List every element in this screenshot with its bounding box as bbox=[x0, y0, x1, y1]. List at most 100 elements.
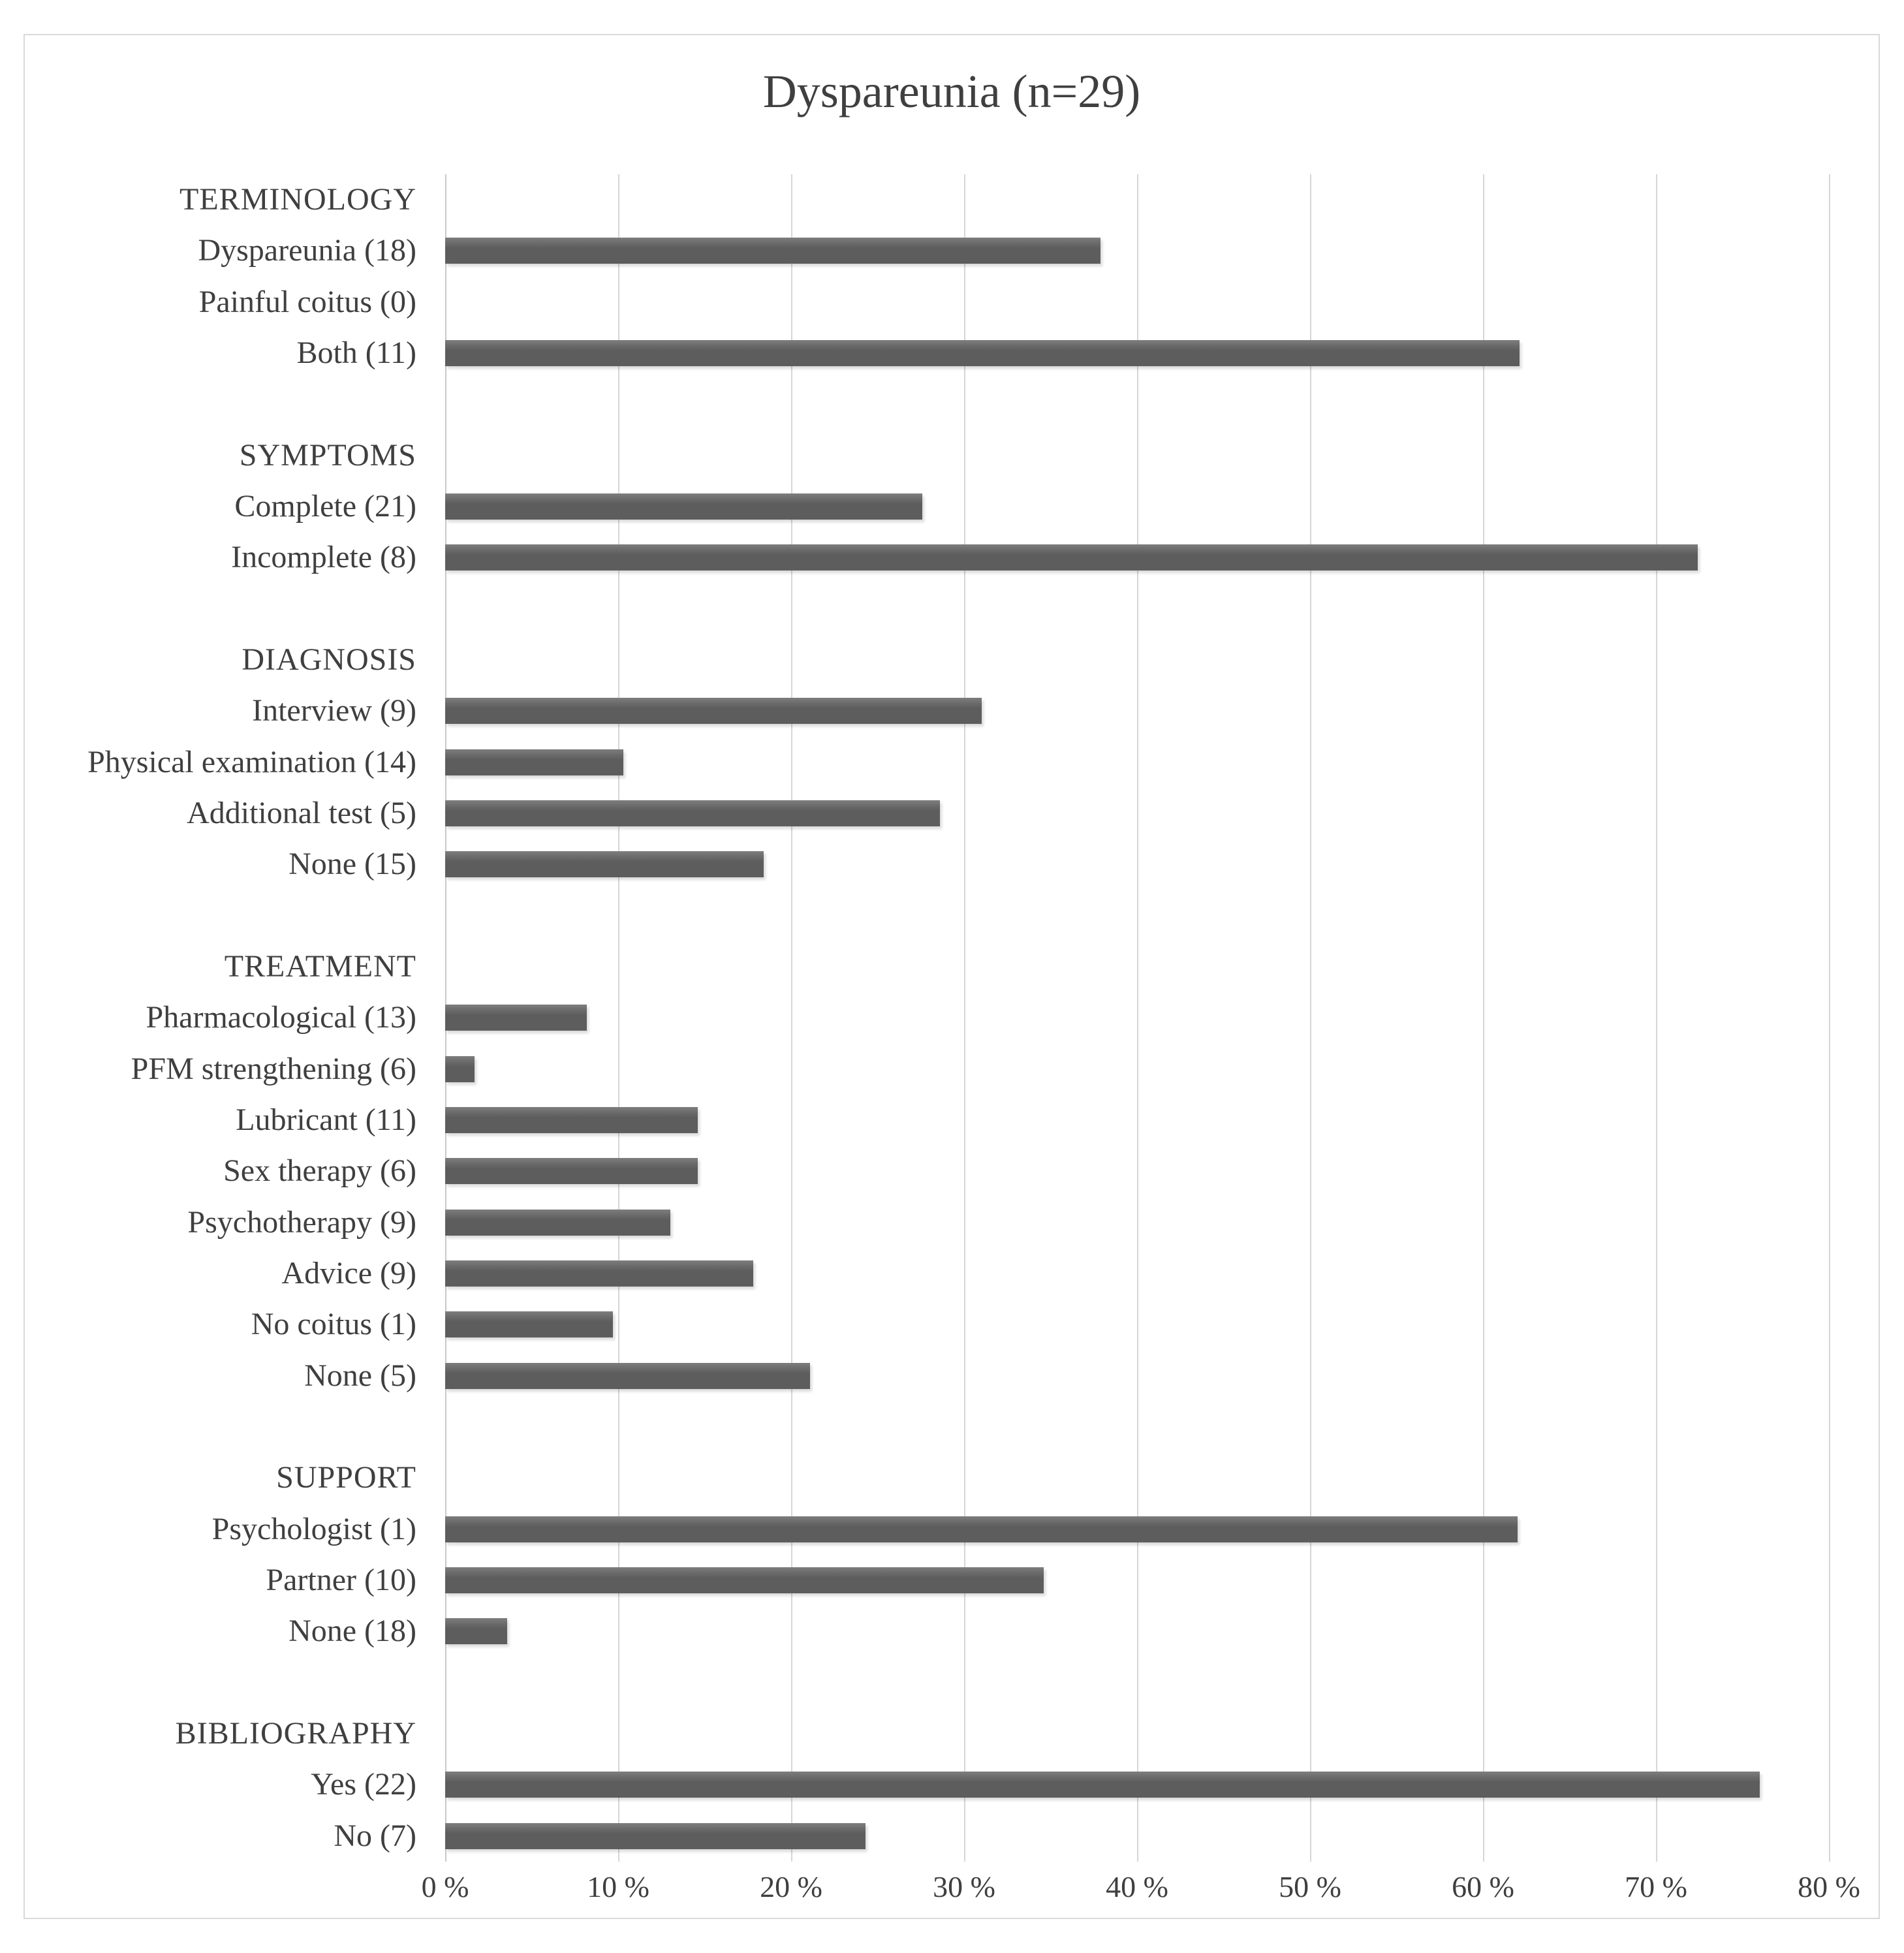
bar bbox=[445, 800, 940, 827]
gridline bbox=[1829, 174, 1830, 1862]
bar-track bbox=[445, 890, 1829, 941]
category-label: Additional test (5) bbox=[187, 796, 416, 831]
bar bbox=[445, 1158, 698, 1185]
category-row: Physical examination (14) bbox=[25, 737, 1829, 788]
category-row: No coitus (1) bbox=[25, 1299, 1829, 1350]
category-label: Incomplete (8) bbox=[231, 540, 416, 575]
category-label: Physical examination (14) bbox=[87, 744, 416, 779]
section-row: SUPPORT bbox=[25, 1452, 1829, 1503]
bar bbox=[445, 544, 1698, 571]
bar bbox=[445, 1516, 1518, 1542]
spacer-row bbox=[25, 890, 1829, 941]
category-label: Painful coitus (0) bbox=[198, 284, 416, 319]
category-row: None (15) bbox=[25, 839, 1829, 890]
category-row: Yes (22) bbox=[25, 1759, 1829, 1810]
gridline bbox=[791, 174, 792, 1862]
category-row: Lubricant (11) bbox=[25, 1095, 1829, 1146]
category-label: None (15) bbox=[289, 847, 416, 882]
category-label: Complete (21) bbox=[234, 489, 416, 524]
bar bbox=[445, 851, 764, 878]
bar-track bbox=[445, 379, 1829, 430]
category-label: No (7) bbox=[334, 1818, 416, 1853]
axis-tick-label: 60 % bbox=[1452, 1870, 1514, 1903]
spacer-row bbox=[25, 584, 1829, 634]
bar bbox=[445, 1055, 475, 1082]
category-label: Yes (22) bbox=[311, 1767, 416, 1802]
category-label: Advice (9) bbox=[281, 1256, 416, 1291]
bar-track bbox=[445, 481, 1829, 532]
spacer-row bbox=[25, 379, 1829, 430]
bar bbox=[445, 1772, 1760, 1798]
section-row: SYMPTOMS bbox=[25, 430, 1829, 481]
bar-track bbox=[445, 839, 1829, 890]
category-label: PFM strengthening (6) bbox=[131, 1051, 416, 1086]
category-rows: TERMINOLOGY Dyspareunia (18) Painful coitu… bbox=[25, 174, 1829, 1862]
chart-title: Dyspareunia (n=29) bbox=[762, 65, 1141, 117]
bar bbox=[445, 1362, 811, 1389]
bar-track bbox=[445, 1095, 1829, 1146]
section-row: DIAGNOSIS bbox=[25, 634, 1829, 685]
bar-track bbox=[445, 430, 1829, 481]
bar-track bbox=[445, 1452, 1829, 1503]
category-row: Painful coitus (0) bbox=[25, 277, 1829, 328]
bar-track bbox=[445, 1401, 1829, 1452]
bar bbox=[445, 1209, 670, 1236]
gridline bbox=[1656, 174, 1657, 1862]
bar-track bbox=[445, 1708, 1829, 1759]
bar-track bbox=[445, 1606, 1829, 1657]
category-label: Psychologist (1) bbox=[211, 1511, 416, 1546]
bar bbox=[445, 749, 623, 775]
bar bbox=[445, 238, 1101, 264]
category-label: None (18) bbox=[289, 1614, 416, 1649]
spacer-row bbox=[25, 1401, 1829, 1452]
section-row: TREATMENT bbox=[25, 941, 1829, 992]
bar-track bbox=[445, 1299, 1829, 1350]
category-row: Sex therapy (6) bbox=[25, 1146, 1829, 1196]
category-label: Pharmacological (13) bbox=[146, 1000, 416, 1035]
bar bbox=[445, 1005, 587, 1031]
bar-track bbox=[445, 584, 1829, 634]
axis-tick-label: 40 % bbox=[1106, 1870, 1168, 1903]
axis-tick-label: 20 % bbox=[760, 1870, 822, 1903]
category-label: Lubricant (11) bbox=[236, 1102, 416, 1138]
axis-tick-label: 0 % bbox=[421, 1870, 469, 1903]
gridline bbox=[1310, 174, 1311, 1862]
category-label: Interview (9) bbox=[252, 693, 416, 728]
category-row: None (5) bbox=[25, 1351, 1829, 1401]
bar bbox=[445, 1260, 753, 1287]
chart-frame: Dyspareunia (n=29) TERMINOLOGY Dyspareuni… bbox=[23, 34, 1880, 1919]
category-label: Dyspareunia (18) bbox=[198, 233, 416, 268]
bar-track bbox=[445, 328, 1829, 379]
category-label: Psychotherapy (9) bbox=[187, 1204, 416, 1240]
section-header: DIAGNOSIS bbox=[242, 642, 416, 678]
bar bbox=[445, 1822, 866, 1849]
bar-track bbox=[445, 992, 1829, 1043]
axis-tick-label: 10 % bbox=[587, 1870, 649, 1903]
bar-track bbox=[445, 1759, 1829, 1810]
bar-track bbox=[445, 174, 1829, 225]
category-row: Psychologist (1) bbox=[25, 1504, 1829, 1555]
category-label: Sex therapy (6) bbox=[223, 1153, 416, 1189]
category-row: PFM strengthening (6) bbox=[25, 1044, 1829, 1095]
bar-track bbox=[445, 685, 1829, 736]
bar-track bbox=[445, 737, 1829, 788]
category-row: Incomplete (8) bbox=[25, 532, 1829, 583]
gridline bbox=[618, 174, 619, 1862]
bar bbox=[445, 340, 1520, 367]
category-row: Complete (21) bbox=[25, 481, 1829, 532]
category-row: Dyspareunia (18) bbox=[25, 225, 1829, 276]
category-label: Both (11) bbox=[296, 336, 416, 371]
category-row: Advice (9) bbox=[25, 1248, 1829, 1299]
gridline bbox=[1137, 174, 1138, 1862]
bar-track bbox=[445, 1197, 1829, 1248]
category-label: No coitus (1) bbox=[251, 1307, 416, 1342]
axis-tick-label: 50 % bbox=[1279, 1870, 1341, 1903]
section-row: BIBLIOGRAPHY bbox=[25, 1708, 1829, 1759]
bar-track bbox=[445, 941, 1829, 992]
bar-track bbox=[445, 277, 1829, 328]
category-row: Psychotherapy (9) bbox=[25, 1197, 1829, 1248]
bar-track bbox=[445, 1504, 1829, 1555]
section-row: TERMINOLOGY bbox=[25, 174, 1829, 225]
section-header: BIBLIOGRAPHY bbox=[175, 1716, 416, 1751]
